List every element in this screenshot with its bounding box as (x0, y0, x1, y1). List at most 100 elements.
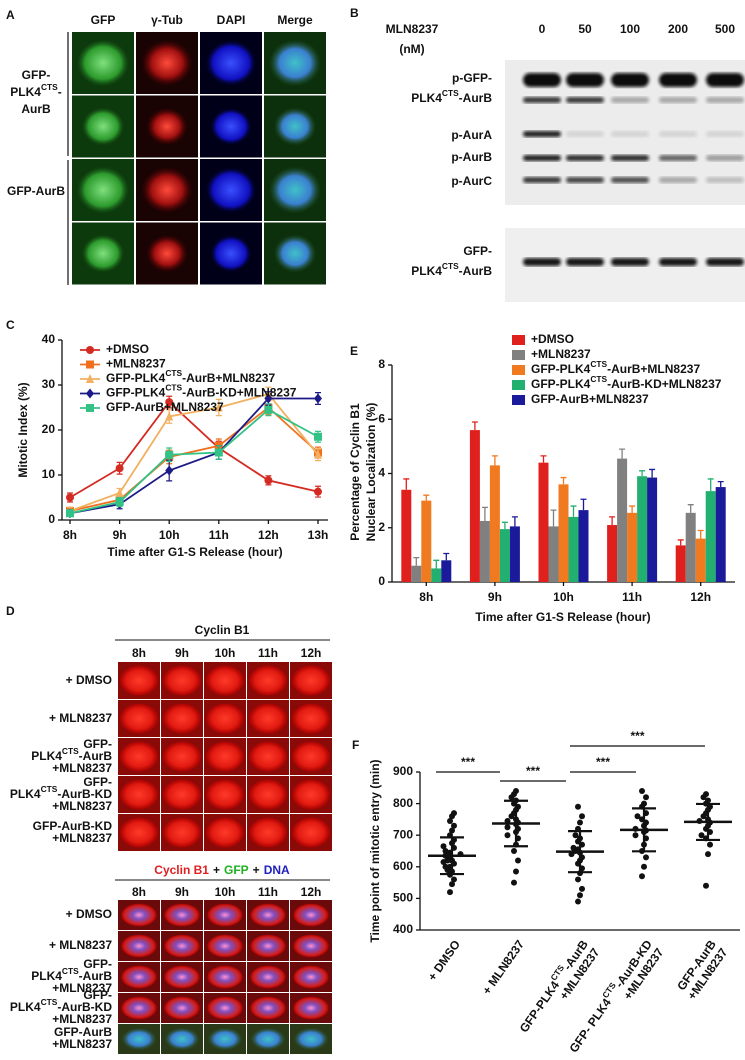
cell (249, 779, 287, 810)
data-point (577, 819, 583, 826)
text-run: GFP-PLK4 (106, 386, 166, 400)
bar (431, 568, 442, 582)
error-bar (580, 498, 587, 511)
cell (292, 779, 330, 810)
significance-label: *** (526, 764, 540, 778)
text-run: +MLN8237 (52, 1012, 112, 1026)
bar (607, 525, 618, 582)
cell (250, 1027, 286, 1051)
text-line: +MLN8237 (52, 799, 112, 813)
blot-band (566, 73, 604, 87)
error-bar (629, 505, 636, 513)
error-bar (570, 505, 577, 517)
data-point (643, 794, 649, 801)
data-point (703, 791, 709, 798)
cell (76, 166, 130, 214)
marker (214, 402, 223, 412)
marker (264, 393, 273, 404)
blot-band (611, 155, 649, 161)
text-line: PLK4CTS-AurB (31, 746, 112, 763)
text-run: Nuclear Localization (%) (364, 403, 378, 542)
legend-label: +DMSO (106, 342, 149, 356)
x-tick-label: 10h (553, 590, 574, 604)
blot-band (523, 258, 561, 266)
cell (293, 934, 329, 958)
significance-label: *** (596, 755, 610, 769)
lane-label: 50 (578, 22, 592, 36)
legend-label: +DMSO (531, 332, 574, 346)
data-point (698, 832, 705, 839)
cell (120, 741, 158, 772)
y-tick-label: 0 (378, 574, 385, 588)
text-line: PLK4CTS-AurB (31, 966, 112, 983)
error-bar (423, 494, 430, 501)
superscript: CTS (442, 261, 459, 271)
superscript: CTS (165, 383, 182, 393)
text-run: p-GFP- (452, 71, 492, 85)
bar (695, 538, 706, 582)
data-point (451, 822, 457, 829)
text-run: -AurB (459, 264, 493, 278)
data-point (575, 876, 581, 883)
y-tick-label: 400 (393, 922, 413, 936)
bar (617, 458, 628, 582)
bar (578, 510, 589, 582)
data-point (575, 803, 581, 810)
marker (165, 450, 174, 459)
text-run: -AurB (79, 969, 113, 983)
legend-swatch (512, 335, 525, 345)
x-tick-label: + DMSO (425, 938, 463, 984)
cell (249, 817, 287, 848)
data-point (451, 810, 457, 817)
band-label: p-AurB (451, 150, 492, 164)
y-axis-title: Time point of mitotic entry (min) (368, 759, 382, 942)
text-line: Nuclear Localization (%) (364, 403, 378, 542)
cell (273, 107, 317, 146)
cell (206, 817, 244, 848)
marker (165, 398, 174, 407)
blot-band (523, 131, 561, 137)
blot-band (611, 258, 649, 266)
data-point (504, 824, 511, 831)
data-point (577, 892, 583, 899)
text-run: PLK4 (10, 787, 41, 801)
band-label: p-AurA (451, 128, 492, 142)
legend-label: GFP-AurB+MLN8237 (106, 400, 224, 414)
text-run: -AurB+MLN8237 (182, 371, 275, 385)
text-run: GFP-PLK4 (517, 978, 563, 1035)
superscript: CTS (41, 784, 58, 794)
marker (264, 405, 273, 414)
bar (441, 560, 452, 582)
text-run: GFP- (83, 775, 112, 789)
title-part: Cyclin B1 (154, 863, 209, 877)
time-label: 10h (215, 646, 236, 660)
cell (121, 965, 157, 989)
data-point (705, 851, 711, 858)
cell (163, 665, 201, 696)
marker (115, 498, 124, 506)
row-label: GFP-PLK4CTS-AurB +MLN8237 (31, 957, 112, 995)
band-label: GFP- PLK4CTS-AurB (411, 244, 492, 278)
cell (293, 903, 329, 927)
y-axis-title: Mitotic Index (%) (16, 382, 30, 477)
cell (207, 965, 243, 989)
treatment-label: MLN8237 (386, 22, 439, 36)
panel-label: D (6, 604, 15, 618)
text-run: +MLN8237 (52, 981, 112, 995)
cell (164, 996, 200, 1020)
bar (675, 545, 686, 582)
data-point (504, 832, 511, 839)
cell (140, 39, 194, 87)
error-bar (687, 504, 694, 513)
blot-band (611, 177, 649, 183)
row-label: + DMSO (66, 673, 112, 687)
cell (207, 934, 243, 958)
bar (538, 462, 549, 582)
blot-band (659, 73, 697, 87)
legend-swatch (512, 395, 525, 405)
blot-band (523, 97, 561, 103)
bar (647, 477, 658, 582)
text-run: GFP- (463, 244, 492, 258)
error-bar (443, 552, 450, 561)
